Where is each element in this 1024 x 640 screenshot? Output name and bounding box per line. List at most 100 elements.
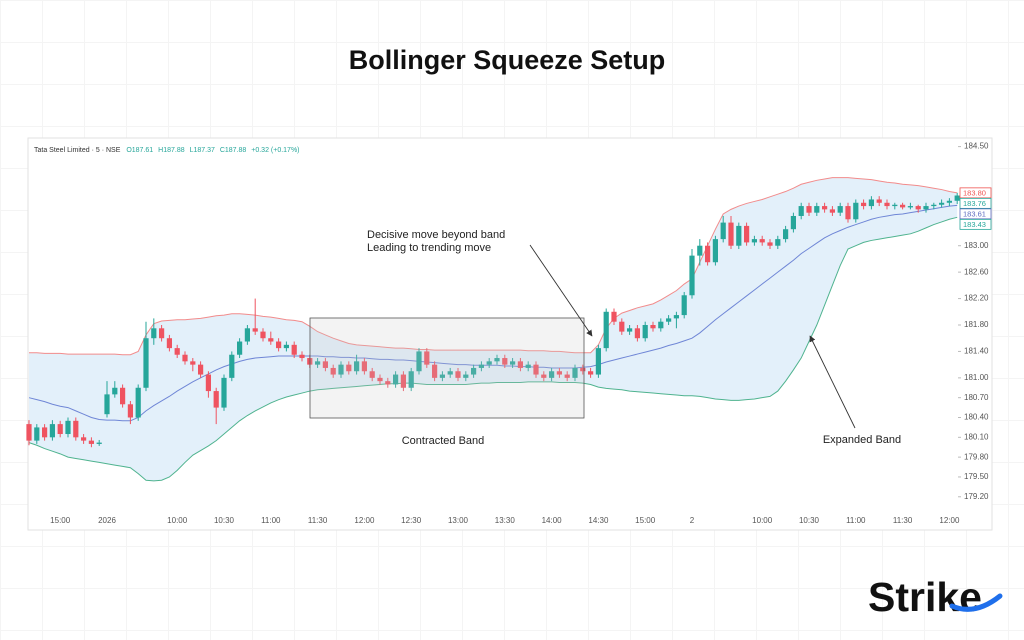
candle-body <box>939 202 945 205</box>
candle-body <box>439 374 445 378</box>
candle-body <box>198 364 204 375</box>
candle-body <box>853 202 859 220</box>
candle-body <box>712 239 718 263</box>
candle-body <box>104 394 110 415</box>
candle-body <box>174 348 180 355</box>
candle-body <box>533 364 539 375</box>
annotation: Decisive move beyond band <box>367 229 505 241</box>
x-tick-label: 11:30 <box>308 516 328 525</box>
candle-body <box>900 204 906 208</box>
x-tick-label: 10:30 <box>799 516 820 525</box>
annotation: Expanded Band <box>823 434 901 446</box>
ohlc: C187.88 <box>220 147 247 154</box>
y-tick-label: 181.80 <box>964 320 989 329</box>
price-tag <box>959 208 992 220</box>
candle-body <box>744 225 750 243</box>
candle-body <box>494 358 500 362</box>
candle-body <box>868 199 874 207</box>
candle-body <box>96 442 102 444</box>
candle-body <box>603 311 609 349</box>
band-fill <box>29 177 958 481</box>
band-line <box>28 204 958 422</box>
squeeze-box <box>309 317 585 419</box>
candle-body <box>393 374 399 385</box>
candle-body <box>190 361 196 365</box>
candle-body <box>611 311 617 322</box>
x-tick-label: 11:30 <box>893 516 913 525</box>
annotation: Leading to trending move <box>367 242 491 254</box>
candle-body <box>720 222 726 240</box>
candle-body <box>377 377 383 382</box>
candle-body <box>42 427 48 438</box>
candle-body <box>252 328 258 332</box>
candle-body <box>564 374 570 378</box>
candle-body <box>541 374 547 378</box>
candle-body <box>822 206 828 210</box>
candle-body <box>689 255 695 296</box>
candle-body <box>166 338 172 349</box>
candle-body <box>931 204 937 207</box>
candle-body <box>650 325 656 329</box>
candle-body <box>923 206 929 210</box>
y-tick-label: 182.20 <box>964 294 989 303</box>
candle-body <box>408 371 414 388</box>
candle-body <box>915 206 921 210</box>
candle-body <box>642 325 648 339</box>
x-tick-label: 2026 <box>98 516 116 525</box>
candle-body <box>34 427 40 441</box>
symbol-legend: Tata Steel Limited · 5 · NSE O187.61 H18… <box>34 147 300 154</box>
candle-body <box>447 371 453 375</box>
candle-body <box>954 195 960 201</box>
price-tag <box>959 218 992 230</box>
symbol: Tata Steel Limited · 5 · NSE <box>34 147 121 154</box>
logo: Strike <box>868 574 982 620</box>
y-tick-label: 180.70 <box>964 393 989 402</box>
candle-body <box>244 328 250 342</box>
candle-body <box>525 364 531 368</box>
candle-body <box>463 374 469 378</box>
candle-body <box>892 204 898 207</box>
candle-body <box>81 437 87 441</box>
price-tag-label: 183.61 <box>963 209 986 218</box>
candle-body <box>681 295 687 316</box>
candle-body <box>728 222 734 246</box>
y-tick-label: 181.00 <box>964 373 989 382</box>
candle-body <box>432 364 438 378</box>
candle-body <box>790 215 796 230</box>
candle-body <box>143 338 149 388</box>
candle-body <box>354 361 360 372</box>
candle-body <box>783 229 789 240</box>
candle-body <box>502 358 508 365</box>
candle-body <box>385 381 391 385</box>
candle-body <box>549 371 555 378</box>
candle-body <box>120 387 126 405</box>
candle-body <box>510 361 516 365</box>
candle-body <box>330 367 336 375</box>
x-tick-label: 14:00 <box>542 516 563 525</box>
candle-body <box>884 202 890 207</box>
x-tick-label: 13:00 <box>448 516 469 525</box>
candle-body <box>299 354 305 359</box>
candle-body <box>213 391 219 408</box>
ohlc: +0.32 (+0.17%) <box>251 147 299 154</box>
candle-body <box>814 206 820 213</box>
candle-body <box>517 361 523 368</box>
candle-body <box>580 367 586 372</box>
candle-body <box>775 239 781 246</box>
candle-body <box>471 367 477 375</box>
x-tick-label: 13:30 <box>495 516 516 525</box>
x-tick-label: 15:00 <box>50 516 71 525</box>
candle-body <box>182 354 188 362</box>
candle-body <box>135 387 141 418</box>
candle-body <box>876 199 882 203</box>
logo-swoosh <box>949 593 1003 612</box>
candle-body <box>400 374 406 388</box>
annotation-arrow <box>529 244 593 337</box>
x-tick-label: 10:00 <box>752 516 773 525</box>
candle-body <box>845 206 851 220</box>
candle-body <box>673 315 679 319</box>
candle-body <box>127 404 133 418</box>
candle-body <box>736 225 742 246</box>
x-tick-label: 12:00 <box>939 516 960 525</box>
